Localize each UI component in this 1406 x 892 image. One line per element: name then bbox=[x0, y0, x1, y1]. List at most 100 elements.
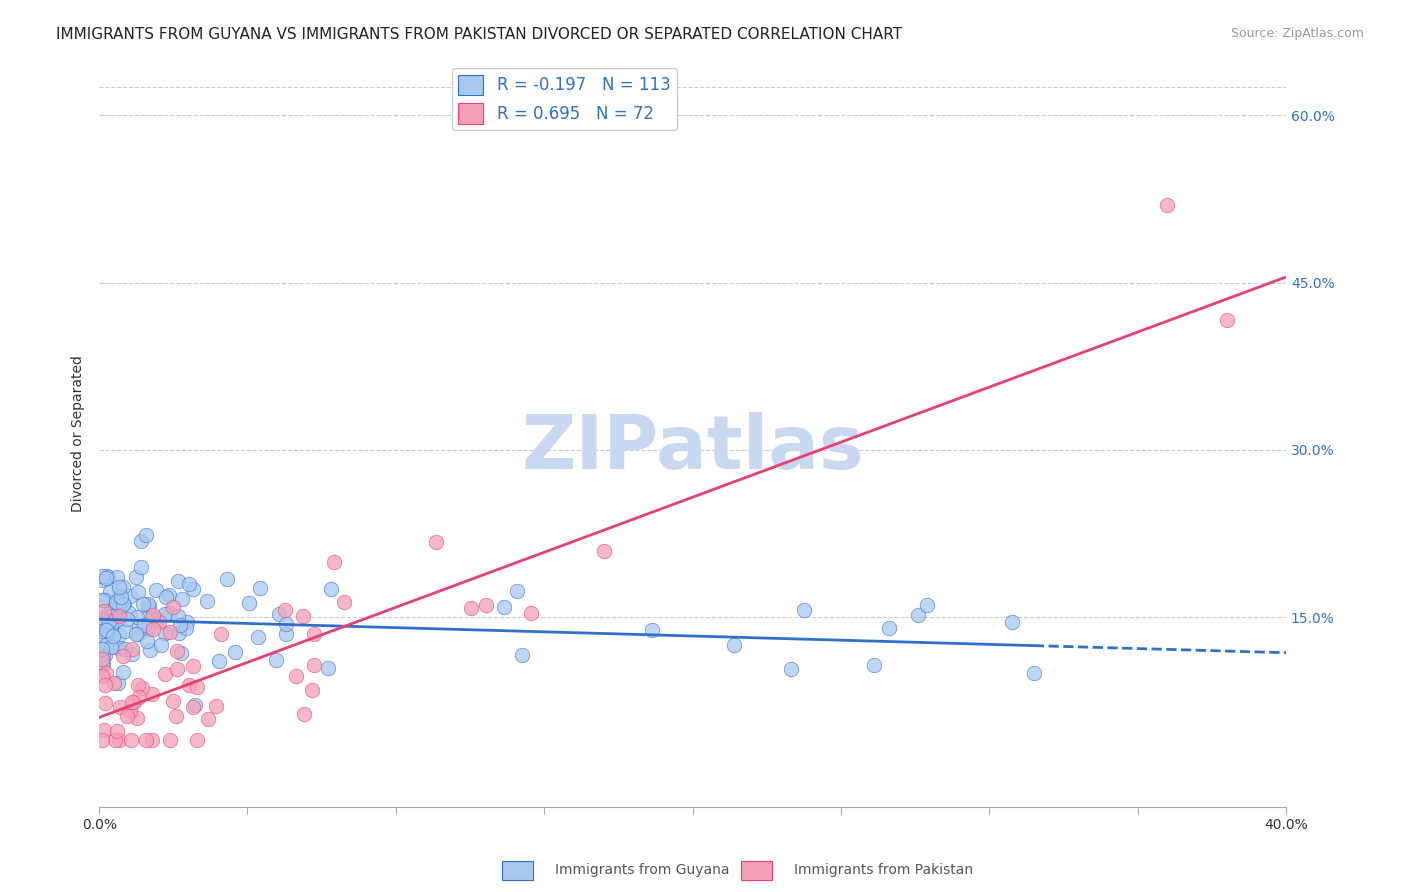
Point bbox=[177, 678, 200, 692]
Point bbox=[108, 580, 131, 594]
Point bbox=[166, 662, 188, 676]
Text: Source: ZipAtlas.com: Source: ZipAtlas.com bbox=[1230, 27, 1364, 40]
Point bbox=[877, 621, 900, 635]
Point bbox=[266, 652, 288, 666]
Point bbox=[162, 694, 184, 708]
Point bbox=[124, 627, 146, 641]
Point bbox=[97, 570, 120, 584]
Point bbox=[316, 661, 339, 675]
Point bbox=[142, 622, 165, 636]
Point bbox=[97, 607, 120, 621]
Point bbox=[121, 642, 143, 657]
Point bbox=[136, 622, 159, 636]
Point bbox=[127, 584, 149, 599]
Point bbox=[107, 589, 129, 603]
Point bbox=[120, 732, 142, 747]
Point bbox=[93, 696, 115, 710]
Point bbox=[129, 534, 152, 549]
Point bbox=[104, 732, 127, 747]
Point bbox=[273, 603, 295, 617]
Point bbox=[183, 582, 205, 597]
Point bbox=[94, 665, 117, 680]
Point bbox=[97, 614, 120, 628]
Point bbox=[91, 573, 114, 587]
Point bbox=[100, 640, 122, 654]
Point bbox=[131, 681, 153, 695]
Point bbox=[91, 612, 114, 626]
Point bbox=[149, 638, 172, 652]
Point bbox=[136, 597, 159, 611]
Point bbox=[284, 669, 307, 683]
Point bbox=[107, 614, 129, 628]
Point bbox=[1156, 197, 1178, 211]
Point bbox=[103, 629, 125, 643]
Point bbox=[170, 592, 193, 607]
Point bbox=[91, 568, 114, 582]
Point bbox=[301, 682, 323, 697]
Point bbox=[333, 595, 356, 609]
Point bbox=[98, 621, 121, 635]
Point bbox=[98, 585, 121, 599]
Point bbox=[108, 640, 131, 655]
Text: IMMIGRANTS FROM GUYANA VS IMMIGRANTS FROM PAKISTAN DIVORCED OR SEPARATED CORRELA: IMMIGRANTS FROM GUYANA VS IMMIGRANTS FRO… bbox=[56, 27, 903, 42]
Point bbox=[208, 654, 231, 668]
Point bbox=[93, 648, 115, 663]
Point bbox=[91, 593, 114, 607]
Point bbox=[127, 678, 149, 692]
Point bbox=[322, 555, 344, 569]
Point bbox=[91, 652, 114, 666]
Point bbox=[1022, 665, 1045, 680]
Point bbox=[111, 597, 134, 611]
Point bbox=[91, 624, 114, 639]
Point bbox=[120, 589, 142, 603]
Point bbox=[183, 698, 205, 712]
Point bbox=[165, 709, 187, 723]
Point bbox=[475, 598, 498, 612]
Point bbox=[135, 528, 157, 542]
Point bbox=[153, 607, 176, 621]
Point bbox=[107, 676, 129, 690]
Point bbox=[108, 608, 131, 623]
Point bbox=[183, 700, 205, 714]
Point bbox=[114, 624, 136, 639]
Point bbox=[132, 597, 155, 611]
Point bbox=[159, 606, 181, 620]
Point bbox=[108, 700, 131, 714]
Point bbox=[170, 646, 193, 660]
Point bbox=[131, 560, 153, 574]
Point bbox=[238, 596, 260, 610]
Point bbox=[120, 704, 142, 718]
Point bbox=[292, 706, 315, 721]
Point bbox=[592, 544, 614, 558]
Point bbox=[93, 593, 115, 607]
Point bbox=[148, 615, 170, 629]
Point bbox=[108, 732, 131, 747]
Point bbox=[292, 609, 315, 624]
Point bbox=[155, 590, 177, 604]
Point bbox=[723, 638, 745, 652]
Point bbox=[915, 598, 938, 612]
Point bbox=[127, 627, 149, 641]
Point bbox=[91, 732, 114, 747]
Point bbox=[94, 638, 117, 652]
Point bbox=[91, 642, 114, 657]
Point bbox=[100, 609, 122, 624]
Point bbox=[138, 643, 160, 657]
Point bbox=[1001, 615, 1024, 629]
Point bbox=[195, 594, 218, 608]
Point bbox=[136, 604, 159, 618]
Point bbox=[141, 732, 163, 747]
Point bbox=[197, 712, 219, 726]
Point bbox=[217, 573, 239, 587]
Point bbox=[425, 534, 447, 549]
Point bbox=[153, 666, 176, 681]
Point bbox=[91, 657, 114, 672]
Point bbox=[98, 622, 121, 636]
Legend: R = -0.197   N = 113, R = 0.695   N = 72: R = -0.197 N = 113, R = 0.695 N = 72 bbox=[451, 68, 678, 130]
Point bbox=[246, 630, 269, 644]
Point bbox=[510, 648, 533, 662]
Point bbox=[179, 577, 201, 591]
Point bbox=[269, 607, 291, 621]
Point bbox=[91, 630, 114, 644]
Point bbox=[780, 662, 803, 676]
